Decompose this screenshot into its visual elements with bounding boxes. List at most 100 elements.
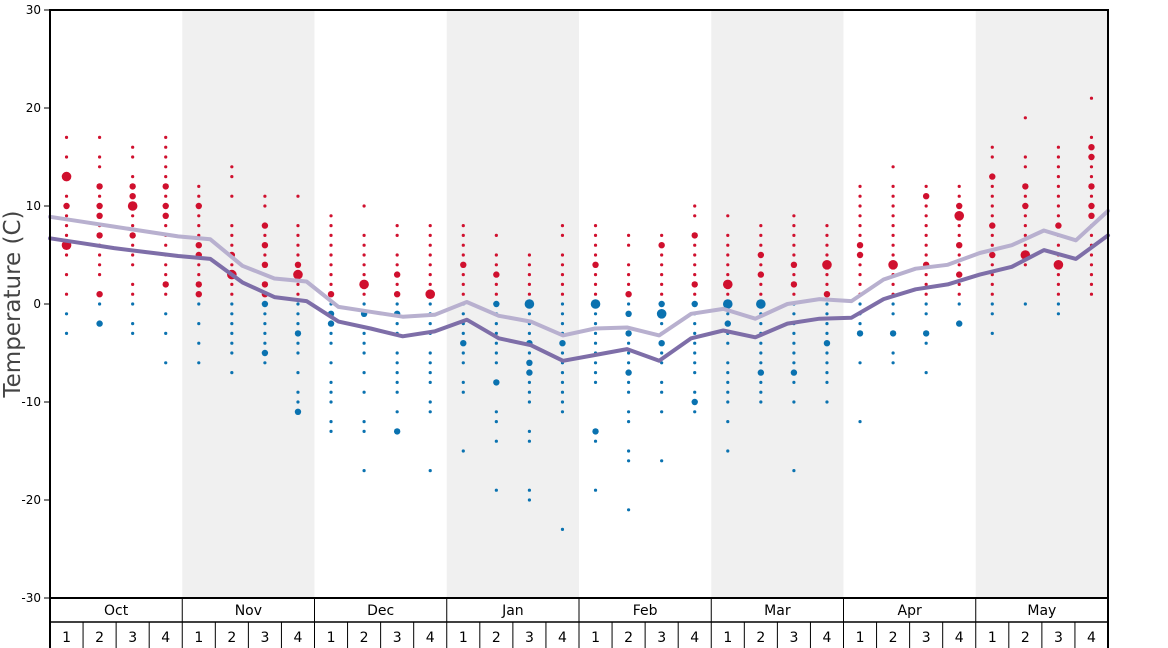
warm-day-dot [263,253,267,257]
warm-day-dot [1056,194,1061,198]
warm-day-dot [891,282,895,286]
warm-day-dot [296,194,300,198]
warm-day-dot [527,263,532,267]
warm-day-dot [96,232,103,239]
cold-day-dot [625,310,632,317]
cold-day-dot [362,302,366,306]
cold-day-dot [660,410,664,414]
warm-day-dot [593,273,598,277]
cold-day-dot [759,361,763,365]
cold-day-dot [362,429,366,433]
warm-day-dot [129,193,136,200]
cold-day-dot [626,508,631,512]
warm-day-dot [96,202,103,210]
warm-day-dot [891,214,895,218]
cold-day-dot [825,331,829,335]
warm-day-dot [494,263,498,267]
warm-day-dot [924,292,928,296]
average-high-line [48,208,1110,338]
cold-day-dot [693,361,697,365]
cold-day-dot [559,340,566,347]
month-label: Mar [764,603,791,619]
cold-day-dot [726,371,730,375]
warm-day-dot [722,279,733,290]
cold-day-dot [792,400,796,404]
warm-day-dot [858,233,862,237]
average-lines [48,208,1110,363]
cold-day-dot [693,322,697,326]
cold-day-dot [329,420,333,424]
warm-day-dot [64,194,69,198]
warm-day-dot [1089,273,1094,277]
warm-day-dot [726,253,730,257]
month-shade-band [711,10,844,598]
cold-day-dot [759,322,763,326]
cold-day-dot [527,400,532,404]
cold-day-dot [362,390,366,394]
warm-day-dot [924,233,928,237]
cold-day-dot [428,410,432,414]
warm-day-dot [891,184,895,188]
warm-day-dot [726,263,730,267]
warm-day-dot [64,253,69,257]
cold-day-dot [296,351,300,355]
warm-day-dot [197,273,201,277]
cold-day-dot [494,322,498,326]
warm-day-dot [858,224,862,228]
cold-day-dot [460,340,467,347]
warm-day-dot [792,224,796,228]
warm-day-dot [924,214,928,218]
warm-day-dot [296,224,300,228]
warm-day-dot [1023,116,1027,120]
cold-day-dot [494,439,498,443]
warm-day-dot [822,260,832,270]
warm-day-dot [1089,194,1094,198]
cold-day-dot [395,361,399,365]
cold-day-dot [131,331,135,335]
warm-day-dot [527,292,532,296]
cold-day-dot [858,420,862,424]
cold-day-dot [197,341,201,345]
cold-day-dot [1023,302,1027,306]
cold-day-dot [494,488,498,492]
cold-day-dot [526,369,533,376]
cold-day-dot [527,312,532,316]
warm-day-dot [957,184,961,188]
warm-day-dot [660,282,664,286]
cold-day-dot [726,420,730,424]
warm-day-dot [362,273,366,277]
cold-day-dot [891,312,895,316]
warm-day-dot [461,292,465,296]
cold-day-dot [296,400,300,404]
cold-day-dot [64,331,69,335]
cold-day-dot [493,379,500,386]
warm-day-dot [61,171,72,182]
warm-day-dot [162,202,169,210]
warm-day-dot [626,273,631,277]
week-label: 2 [227,630,236,646]
cold-day-dot [428,361,432,365]
cold-day-dot [891,351,895,355]
cold-day-dot [792,351,796,355]
warm-day-dot [858,214,862,218]
cold-day-dot [593,331,598,335]
cold-day-dot [626,410,631,414]
cold-day-dot [660,351,664,355]
cold-day-dot [296,341,300,345]
warm-day-dot [329,214,333,218]
warm-day-dot [626,282,631,286]
cold-day-dot [823,340,831,347]
week-label: 2 [756,630,765,646]
week-label: 4 [690,630,699,646]
week-label: 3 [922,630,931,646]
week-label: 3 [128,630,137,646]
week-label: 2 [492,630,501,646]
warm-day-dot [1056,184,1061,188]
warm-day-dot [1089,282,1094,286]
warm-day-dot [296,243,300,247]
cold-day-dot [428,351,432,355]
cold-day-dot [590,299,601,309]
warm-day-dot [393,271,401,278]
cold-day-dot [889,330,897,337]
cold-day-dot [757,369,765,376]
